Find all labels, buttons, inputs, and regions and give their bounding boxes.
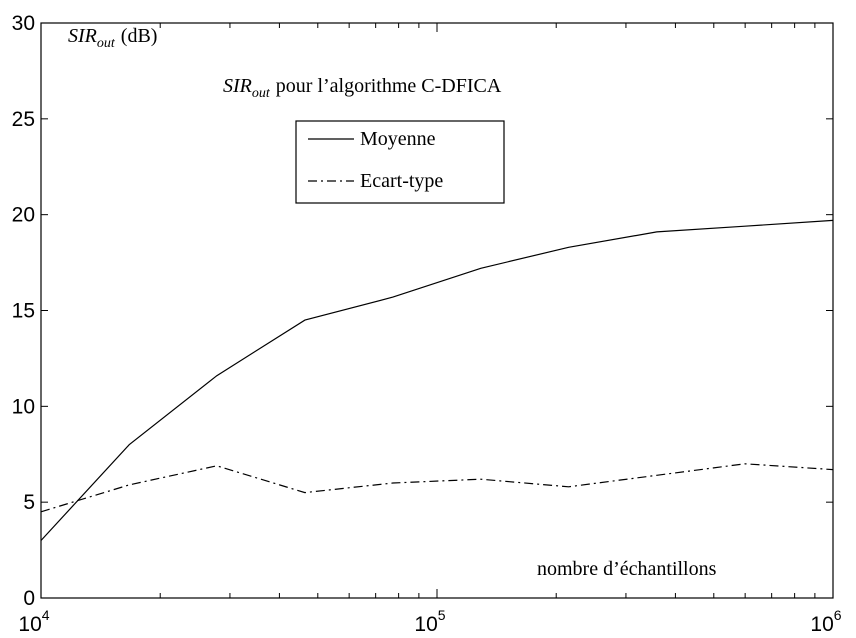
- series-group: [40, 219, 834, 541]
- legend-box: [295, 120, 505, 204]
- y-axis-ticks: 0 5 10 15 20 25 30: [12, 12, 833, 610]
- legend-label-moyenne: Moyenne: [360, 128, 436, 150]
- y-tick-label: 5: [23, 491, 35, 514]
- y-tick-label: 20: [12, 204, 35, 227]
- x-axis-label: nombre d’échantillons: [537, 558, 717, 580]
- series-line-ecart-type: [40, 463, 834, 513]
- y-axis-label: SIRout (dB): [68, 25, 157, 51]
- x-tick-label: 104: [18, 607, 49, 636]
- series-line-moyenne: [40, 219, 834, 541]
- y-tick-label: 10: [12, 395, 35, 418]
- y-tick-label: 25: [12, 108, 35, 131]
- y-tick-label: 15: [12, 300, 35, 323]
- x-tick-label: 106: [810, 607, 841, 636]
- plot-area: [40, 22, 834, 599]
- y-tick-label: 0: [23, 587, 35, 610]
- x-tick-label: 105: [414, 607, 445, 636]
- legend-label-ecart-type: Ecart-type: [360, 170, 443, 192]
- chart-title: SIRout pour l’algorithme C-DFICA: [223, 75, 502, 101]
- x-axis-ticks: 104 105 106: [18, 23, 842, 636]
- y-tick-label: 30: [12, 12, 35, 35]
- legend: Moyenne Ecart-type: [295, 120, 505, 204]
